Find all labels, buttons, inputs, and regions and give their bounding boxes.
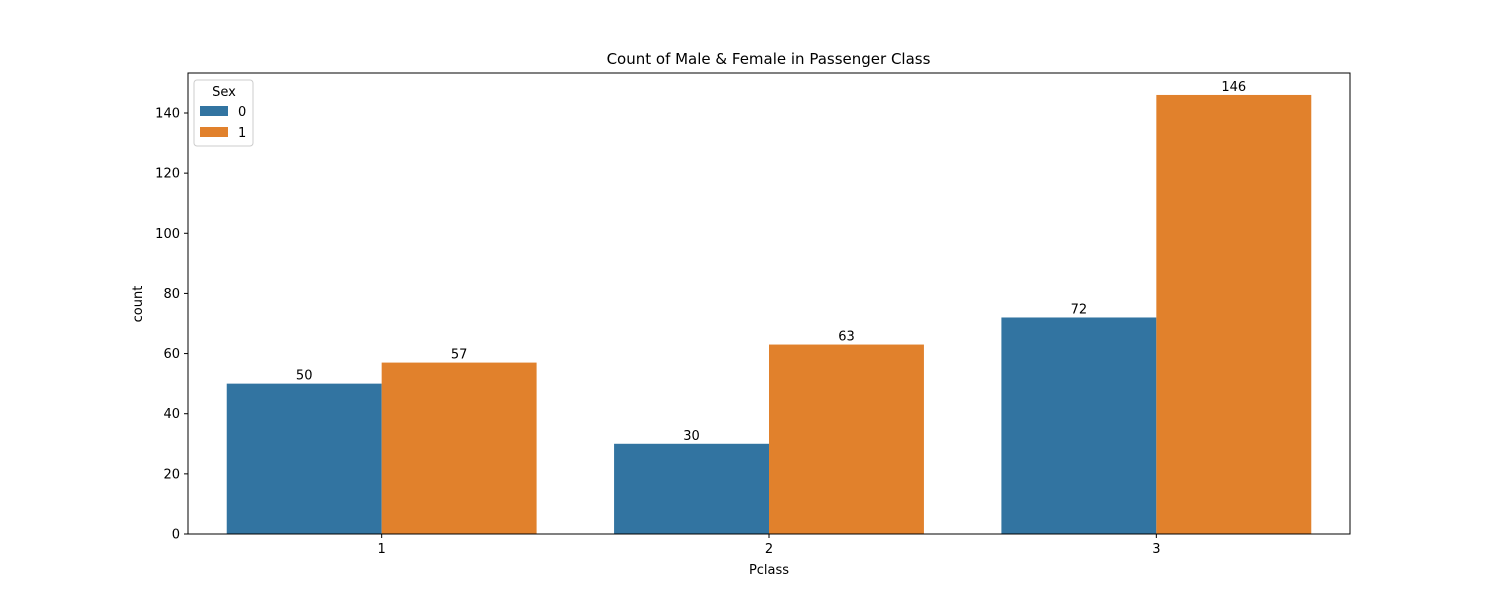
legend-swatch-series-1 <box>200 127 228 137</box>
data-label-series-1-class-2: 63 <box>838 330 855 345</box>
legend-label-series-0: 0 <box>238 105 246 120</box>
plot-area: 50 30 72 57 63 146 0 20 40 60 80 100 120 140 1 2 3 <box>155 80 1312 557</box>
y-tick-label: 80 <box>163 287 180 302</box>
legend-title: Sex <box>212 85 236 100</box>
data-label-series-1-class-1: 57 <box>451 348 468 363</box>
legend-swatch-series-0 <box>200 106 228 116</box>
bar-series-1-class-3 <box>1156 94 1312 534</box>
x-tick-label: 2 <box>765 542 773 557</box>
bar-series-0-class-3 <box>1001 317 1157 534</box>
y-tick-label: 120 <box>155 167 180 182</box>
data-label-series-0-class-1: 50 <box>296 369 313 384</box>
x-tick-label: 3 <box>1152 542 1160 557</box>
data-label-series-1-class-3: 146 <box>1221 80 1246 95</box>
bar-series-1-class-1 <box>381 362 537 534</box>
data-label-series-0-class-3: 72 <box>1071 302 1088 317</box>
y-tick-label: 140 <box>155 106 180 121</box>
legend: Sex 0 1 <box>193 79 254 147</box>
chart-title: Count of Male & Female in Passenger Clas… <box>607 50 931 68</box>
y-tick-label: 0 <box>172 528 180 543</box>
y-tick-label: 20 <box>163 467 180 482</box>
y-axis-label: count <box>131 286 146 323</box>
y-tick-label: 60 <box>163 347 180 362</box>
y-tick-label: 40 <box>163 407 180 422</box>
bar-series-0-class-1 <box>226 383 382 534</box>
bar-series-1-class-2 <box>769 344 924 534</box>
y-tick-label: 100 <box>155 227 180 242</box>
x-tick-label: 1 <box>378 542 386 557</box>
axes-frame <box>187 72 1351 535</box>
data-label-series-0-class-2: 30 <box>683 429 700 444</box>
legend-label-series-1: 1 <box>238 126 246 141</box>
x-axis-label: Pclass <box>749 563 789 578</box>
bar-series-0-class-2 <box>614 443 769 534</box>
